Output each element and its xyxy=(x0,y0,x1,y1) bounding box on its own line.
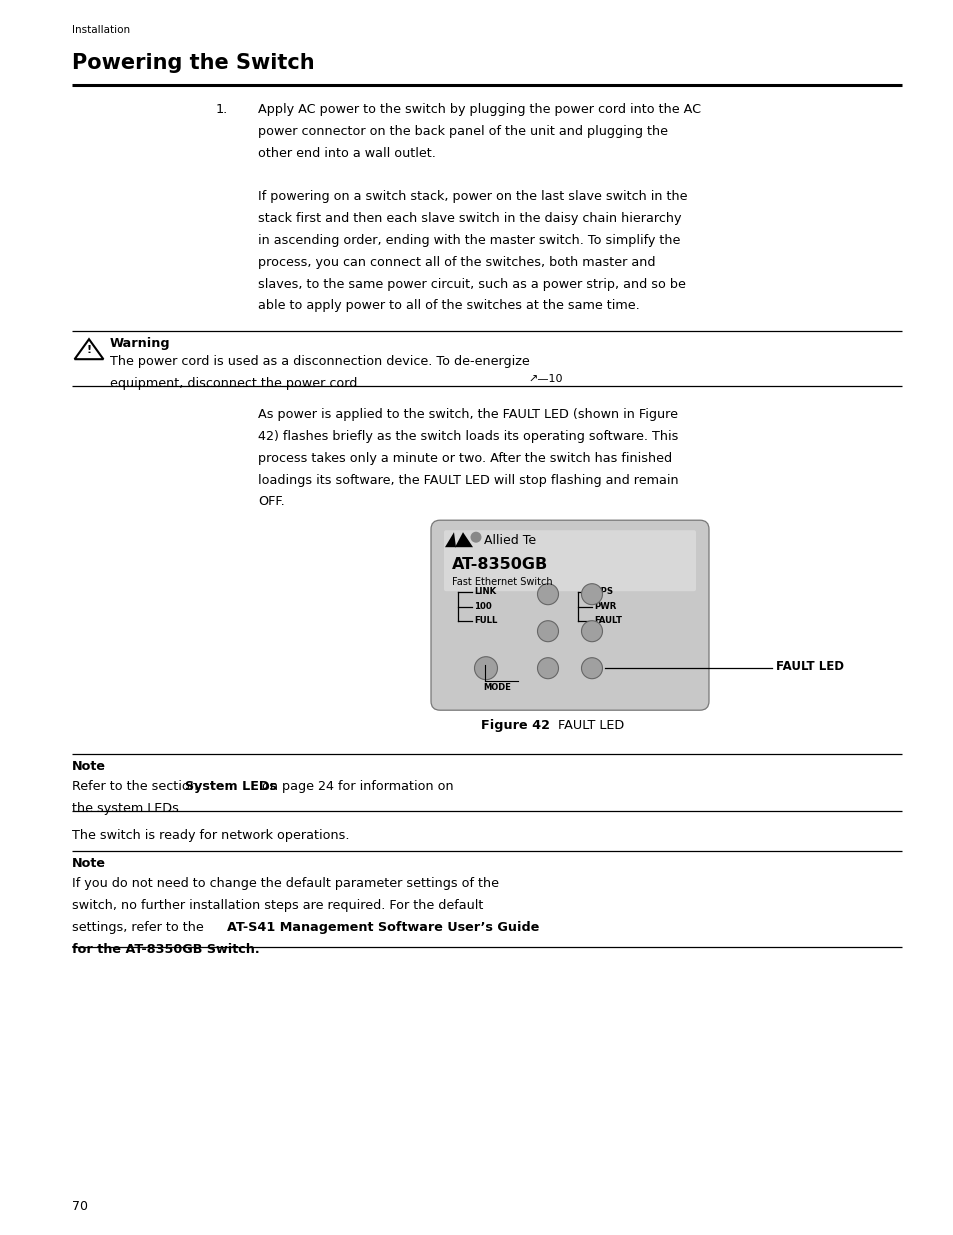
Text: AT-S41 Management Software User’s Guide: AT-S41 Management Software User’s Guide xyxy=(227,921,538,934)
Text: Refer to the section: Refer to the section xyxy=(71,781,202,793)
Text: Fast Ethernet Switch: Fast Ethernet Switch xyxy=(452,577,552,587)
Text: Warning: Warning xyxy=(110,337,171,351)
Text: the system LEDs.: the system LEDs. xyxy=(71,802,183,815)
Text: process, you can connect all of the switches, both master and: process, you can connect all of the swit… xyxy=(257,256,655,269)
Text: MODE: MODE xyxy=(482,683,511,692)
Text: 100: 100 xyxy=(474,601,491,610)
Text: FULL: FULL xyxy=(474,616,497,625)
Text: Allied Te: Allied Te xyxy=(483,535,536,547)
Text: If you do not need to change the default parameter settings of the: If you do not need to change the default… xyxy=(71,877,498,890)
Text: able to apply power to all of the switches at the same time.: able to apply power to all of the switch… xyxy=(257,299,639,312)
Text: switch, no further installation steps are required. For the default: switch, no further installation steps ar… xyxy=(71,899,483,911)
Text: equipment, disconnect the power cord.: equipment, disconnect the power cord. xyxy=(110,377,361,390)
Text: in ascending order, ending with the master switch. To simplify the: in ascending order, ending with the mast… xyxy=(257,233,679,247)
Text: loadings its software, the FAULT LED will stop flashing and remain: loadings its software, the FAULT LED wil… xyxy=(257,473,678,487)
Text: Note: Note xyxy=(71,761,106,773)
Polygon shape xyxy=(455,532,473,547)
Text: RPS: RPS xyxy=(594,587,613,597)
Text: OFF.: OFF. xyxy=(257,495,284,509)
Text: System LEDs: System LEDs xyxy=(185,781,276,793)
Text: on page 24 for information on: on page 24 for information on xyxy=(257,781,453,793)
Text: As power is applied to the switch, the FAULT LED (shown in Figure: As power is applied to the switch, the F… xyxy=(257,409,678,421)
Text: slaves, to the same power circuit, such as a power strip, and so be: slaves, to the same power circuit, such … xyxy=(257,278,685,290)
Text: process takes only a minute or two. After the switch has finished: process takes only a minute or two. Afte… xyxy=(257,452,672,464)
Text: !: ! xyxy=(87,346,91,356)
Text: 42) flashes briefly as the switch loads its operating software. This: 42) flashes briefly as the switch loads … xyxy=(257,430,678,443)
Text: The power cord is used as a disconnection device. To de-energize: The power cord is used as a disconnectio… xyxy=(110,356,529,368)
FancyBboxPatch shape xyxy=(431,520,708,710)
Circle shape xyxy=(581,584,602,605)
Circle shape xyxy=(581,658,602,679)
Text: PWR: PWR xyxy=(594,601,616,610)
Text: stack first and then each slave switch in the daisy chain hierarchy: stack first and then each slave switch i… xyxy=(257,212,680,225)
Text: If powering on a switch stack, power on the last slave switch in the: If powering on a switch stack, power on … xyxy=(257,190,687,204)
Text: Installation: Installation xyxy=(71,25,130,35)
Text: ↗—10: ↗—10 xyxy=(527,374,562,384)
Text: power connector on the back panel of the unit and plugging the: power connector on the back panel of the… xyxy=(257,125,667,138)
Text: Note: Note xyxy=(71,857,106,871)
Text: 70: 70 xyxy=(71,1200,88,1213)
Text: settings, refer to the: settings, refer to the xyxy=(71,921,208,934)
Circle shape xyxy=(537,621,558,642)
Circle shape xyxy=(537,658,558,679)
Text: FAULT LED: FAULT LED xyxy=(775,659,843,673)
Text: The switch is ready for network operations.: The switch is ready for network operatio… xyxy=(71,829,349,842)
Text: for the AT-8350GB Switch.: for the AT-8350GB Switch. xyxy=(71,942,259,956)
Text: FAULT: FAULT xyxy=(594,616,621,625)
Circle shape xyxy=(470,532,481,542)
FancyBboxPatch shape xyxy=(443,530,696,592)
Circle shape xyxy=(581,621,602,642)
Text: Figure 42: Figure 42 xyxy=(480,719,550,732)
Text: 1.: 1. xyxy=(215,103,228,116)
Text: Apply AC power to the switch by plugging the power cord into the AC: Apply AC power to the switch by plugging… xyxy=(257,103,700,116)
Text: Powering the Switch: Powering the Switch xyxy=(71,53,314,73)
Text: LINK: LINK xyxy=(474,587,496,597)
Circle shape xyxy=(474,657,497,679)
Text: FAULT LED: FAULT LED xyxy=(550,719,623,732)
Polygon shape xyxy=(444,532,456,547)
Text: other end into a wall outlet.: other end into a wall outlet. xyxy=(257,147,436,159)
Circle shape xyxy=(537,584,558,605)
Text: AT-8350GB: AT-8350GB xyxy=(452,557,548,572)
